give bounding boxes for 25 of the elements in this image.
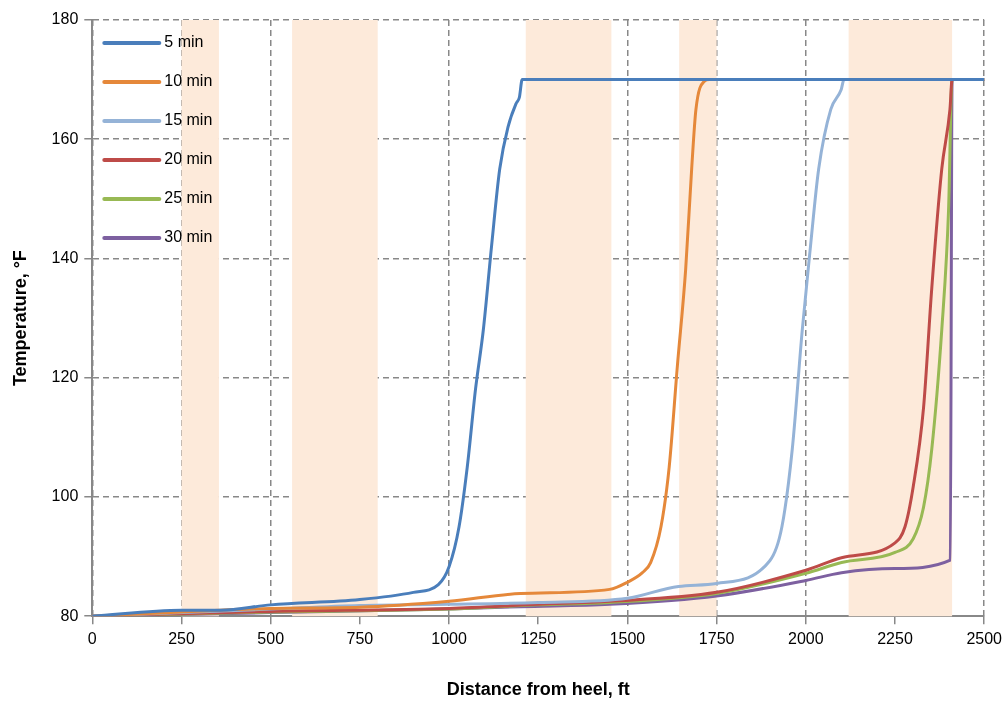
x-tick-label: 250 — [168, 630, 195, 648]
x-tick-label: 2500 — [966, 630, 1003, 648]
x-tick-label: 1000 — [431, 630, 467, 648]
x-tick-label: 2000 — [788, 630, 824, 648]
x-tick-label: 1750 — [698, 630, 735, 648]
legend-label: 10 min — [164, 72, 213, 90]
x-tick-label: 0 — [87, 630, 97, 648]
legend-label: 5 min — [164, 33, 204, 51]
legend-label: 25 min — [164, 189, 213, 207]
x-tick-label: 1500 — [609, 630, 646, 648]
x-tick-label: 1250 — [520, 630, 557, 648]
x-tick-label: 500 — [257, 630, 285, 648]
y-tick-label: 160 — [51, 129, 79, 147]
y-tick-label: 80 — [60, 606, 79, 624]
y-tick-label: 140 — [51, 248, 79, 266]
legend-label: 20 min — [164, 150, 213, 168]
y-axis-title: Temperature, °F — [9, 250, 30, 387]
x-axis-title: Distance from heel, ft — [446, 679, 630, 700]
y-tick-label: 180 — [51, 10, 79, 28]
x-tick-label: 750 — [346, 630, 374, 648]
legend-label: 15 min — [164, 111, 213, 129]
x-tick-label: 2250 — [877, 630, 913, 648]
y-tick-label: 120 — [51, 368, 79, 386]
y-tick-label: 100 — [51, 487, 79, 505]
legend-label: 30 min — [164, 228, 213, 246]
